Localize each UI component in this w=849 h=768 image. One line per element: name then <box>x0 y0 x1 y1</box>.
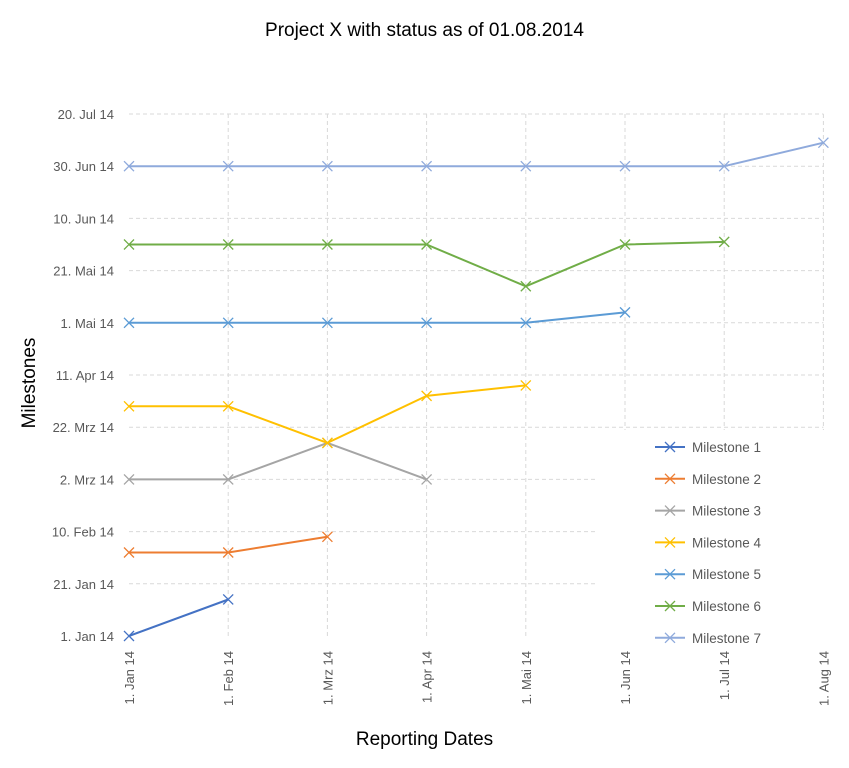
data-point-milestone-1 <box>222 594 234 605</box>
data-point-milestone-5 <box>421 317 433 329</box>
data-point-milestone-3 <box>421 473 433 485</box>
legend-label: Milestone 4 <box>692 535 762 550</box>
data-point-milestone-2 <box>321 531 333 543</box>
data-point-milestone-7 <box>718 160 730 172</box>
data-point-milestone-5 <box>321 317 333 329</box>
series-line-milestone-5 <box>129 311 626 324</box>
data-point-milestone-7 <box>321 160 333 172</box>
legend-label: Milestone 1 <box>692 440 761 455</box>
data-point-milestone-6 <box>520 280 532 292</box>
y-tick-label: 10. Jun 14 <box>53 211 114 226</box>
legend-swatch-marker <box>664 536 676 548</box>
data-point-milestone-5 <box>222 317 234 329</box>
data-point-milestone-7 <box>520 160 532 172</box>
y-tick-label: 2. Mrz 14 <box>60 472 114 487</box>
data-point-milestone-4 <box>520 379 532 391</box>
data-point-milestone-3 <box>123 473 135 485</box>
x-tick-label: 1. Aug 14 <box>816 651 831 706</box>
data-point-milestone-2 <box>222 547 234 558</box>
data-point-milestone-7 <box>123 160 135 172</box>
y-tick-label: 21. Jan 14 <box>53 577 114 592</box>
y-tick-label: 21. Mai 14 <box>53 264 114 279</box>
x-tick-label: 1. Mai 14 <box>519 651 534 704</box>
y-tick-label: 11. Apr 14 <box>56 368 114 383</box>
data-point-milestone-6 <box>718 236 730 248</box>
legend-swatch-marker <box>664 441 676 453</box>
data-point-milestone-3 <box>222 473 234 485</box>
data-point-milestone-4 <box>421 390 433 402</box>
legend-label: Milestone 5 <box>692 567 761 582</box>
data-point-milestone-6 <box>321 239 333 250</box>
x-tick-label: 1. Jun 14 <box>618 651 633 705</box>
x-axis-title: Reporting Dates <box>355 729 494 750</box>
data-point-milestone-4 <box>123 400 135 412</box>
chart-title: Project X with status as of 01.08.2014 <box>265 20 584 41</box>
data-point-milestone-7 <box>817 137 829 149</box>
legend-label: Milestone 2 <box>692 472 761 487</box>
data-point-milestone-7 <box>421 160 433 172</box>
data-point-milestone-2 <box>123 547 135 558</box>
data-point-milestone-5 <box>520 317 532 329</box>
series-line-milestone-3 <box>129 441 427 481</box>
data-point-milestone-6 <box>619 239 631 250</box>
data-point-milestone-1 <box>123 630 135 642</box>
legend-label: Milestone 7 <box>692 631 761 646</box>
y-tick-label: 1. Mai 14 <box>61 316 114 331</box>
y-tick-label: 1. Jan 14 <box>61 629 115 644</box>
data-point-milestone-5 <box>123 317 135 329</box>
data-point-milestone-6 <box>421 239 433 250</box>
x-tick-label: 1. Apr 14 <box>420 651 435 703</box>
legend-label: Milestone 3 <box>692 504 761 519</box>
x-tick-label: 1. Mrz 14 <box>320 651 335 705</box>
y-tick-label: 22. Mrz 14 <box>53 420 114 435</box>
y-tick-label: 10. Feb 14 <box>52 525 114 540</box>
x-tick-label: 1. Jan 14 <box>122 651 137 705</box>
data-point-milestone-4 <box>321 437 333 449</box>
data-point-milestone-5 <box>619 306 631 318</box>
legend-swatch-marker <box>664 568 676 580</box>
legend-swatch-marker <box>664 505 676 517</box>
data-point-milestone-6 <box>222 239 234 250</box>
y-tick-label: 20. Jul 14 <box>58 107 114 122</box>
legend-swatch-marker <box>664 632 676 644</box>
y-tick-label: 30. Jun 14 <box>53 159 114 174</box>
data-point-milestone-6 <box>123 239 135 250</box>
legend-label: Milestone 6 <box>692 599 761 614</box>
data-point-milestone-7 <box>222 160 234 172</box>
series-line-milestone-1 <box>128 598 229 637</box>
data-point-milestone-7 <box>619 160 631 172</box>
x-tick-label: 1. Jul 14 <box>717 651 732 700</box>
legend-swatch-marker <box>664 600 676 612</box>
legend-swatch-marker <box>664 473 676 485</box>
data-point-milestone-4 <box>222 400 234 412</box>
series-line-milestone-7 <box>129 141 824 168</box>
x-tick-label: 1. Feb 14 <box>221 651 236 706</box>
